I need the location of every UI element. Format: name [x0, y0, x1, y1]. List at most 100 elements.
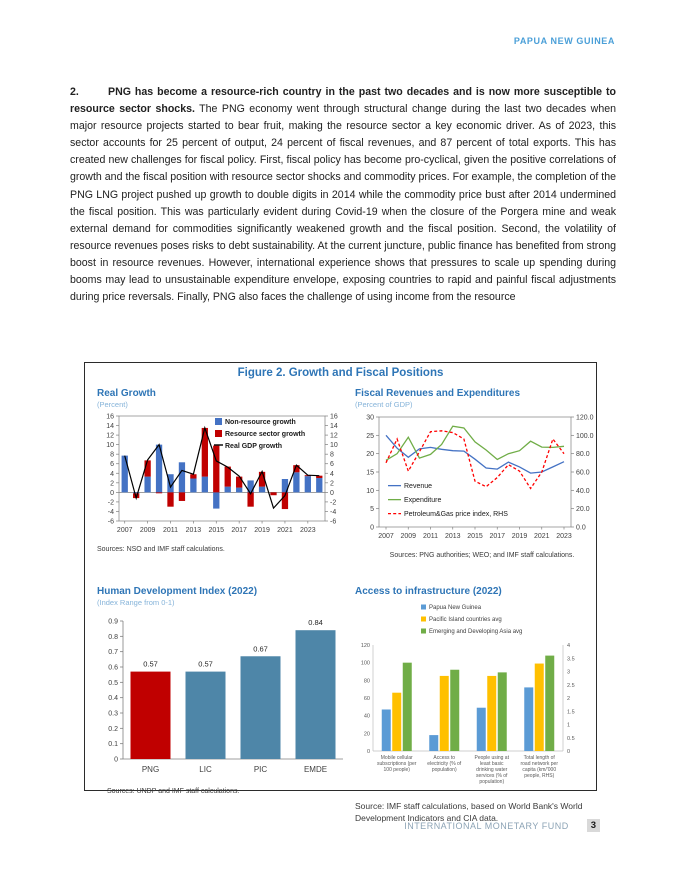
svg-text:0.0: 0.0	[576, 525, 586, 532]
svg-text:2017: 2017	[489, 533, 505, 540]
svg-text:0: 0	[367, 749, 370, 755]
svg-text:2015: 2015	[467, 533, 483, 540]
svg-text:Revenue: Revenue	[404, 483, 432, 490]
body-paragraph: 2. PNG has become a resource-rich country…	[70, 84, 616, 306]
svg-text:0.1: 0.1	[108, 741, 118, 748]
svg-text:6: 6	[110, 461, 114, 468]
svg-text:0.84: 0.84	[308, 618, 323, 627]
svg-text:10: 10	[366, 488, 374, 495]
svg-text:Resource sector growth: Resource sector growth	[225, 431, 305, 438]
svg-text:population): population)	[479, 779, 504, 785]
running-header: PAPUA NEW GUINEA	[513, 36, 615, 46]
svg-text:20: 20	[364, 731, 370, 737]
svg-text:4: 4	[110, 471, 114, 478]
svg-text:0: 0	[330, 490, 334, 497]
svg-text:electricity (% of: electricity (% of	[427, 761, 462, 767]
svg-text:100 people): 100 people)	[384, 767, 411, 773]
svg-text:0.9: 0.9	[108, 619, 118, 626]
svg-text:Expenditure: Expenditure	[404, 497, 441, 504]
svg-text:People using at: People using at	[475, 755, 510, 761]
svg-text:0.2: 0.2	[108, 726, 118, 733]
svg-text:Emerging and Developing Asia a: Emerging and Developing Asia avg	[429, 629, 522, 635]
svg-text:population): population)	[432, 767, 457, 773]
svg-text:20: 20	[366, 451, 374, 458]
svg-text:8: 8	[330, 452, 334, 459]
svg-text:-6: -6	[108, 519, 114, 526]
svg-text:2023: 2023	[300, 527, 316, 534]
svg-text:road network per: road network per	[520, 761, 558, 767]
svg-text:0.8: 0.8	[108, 634, 118, 641]
svg-text:100.0: 100.0	[576, 433, 594, 440]
svg-text:12: 12	[106, 433, 114, 440]
figure-2-panel: Figure 2. Growth and Fiscal Positions Re…	[84, 362, 597, 823]
chart-source: Sources: PNG authorities; WEO; and IMF s…	[389, 552, 575, 559]
svg-text:0.67: 0.67	[253, 644, 268, 653]
page-number: 3	[586, 819, 600, 832]
svg-text:2021: 2021	[277, 527, 293, 534]
svg-text:Petroleum&Gas price index, RHS: Petroleum&Gas price index, RHS	[404, 511, 508, 518]
svg-text:2017: 2017	[231, 527, 247, 534]
svg-text:-4: -4	[108, 509, 114, 516]
chart-title: Access to infrastructure (2022)	[355, 586, 502, 597]
svg-text:2019: 2019	[512, 533, 528, 540]
svg-text:14: 14	[106, 423, 114, 430]
paragraph-body-text: The PNG economy went through structural …	[70, 103, 617, 304]
svg-text:60: 60	[364, 696, 370, 702]
svg-text:people, RHS): people, RHS)	[524, 773, 554, 779]
chart-title: Real Growth	[97, 388, 156, 399]
svg-text:least basic: least basic	[480, 761, 504, 767]
chart-source: Sources: NSO and IMF staff calculations.	[97, 546, 225, 553]
svg-text:2: 2	[110, 480, 114, 487]
svg-text:2007: 2007	[117, 527, 133, 534]
svg-text:2013: 2013	[186, 527, 202, 534]
svg-text:8: 8	[110, 452, 114, 459]
svg-text:Papua New Guinea: Papua New Guinea	[429, 605, 482, 611]
footer-organization: INTERNATIONAL MONETARY FUND	[404, 820, 569, 831]
svg-text:3: 3	[567, 670, 570, 676]
chart-subtitle: (Index Range from 0-1)	[97, 598, 175, 607]
infrastructure-plot: Papua New Guinea Pacific Island countries…	[355, 599, 601, 794]
svg-text:16: 16	[106, 414, 114, 421]
svg-text:EMDE: EMDE	[304, 765, 327, 774]
svg-text:5: 5	[370, 506, 374, 513]
svg-text:-6: -6	[330, 519, 336, 526]
chart-fiscal: Fiscal Revenues and Expenditures (Percen…	[355, 388, 609, 559]
svg-text:1.5: 1.5	[567, 709, 575, 715]
chart-infrastructure: Access to infrastructure (2022) Papua Ne…	[355, 586, 601, 824]
svg-text:30: 30	[366, 415, 374, 422]
svg-text:80.0: 80.0	[576, 451, 590, 458]
svg-text:0: 0	[110, 490, 114, 497]
svg-text:14: 14	[330, 423, 338, 430]
figure-title: Figure 2. Growth and Fiscal Positions	[237, 367, 444, 379]
svg-text:2.5: 2.5	[567, 683, 575, 689]
svg-text:capita (km/'000: capita (km/'000	[522, 767, 556, 773]
svg-text:PIC: PIC	[254, 765, 268, 774]
svg-text:2007: 2007	[378, 533, 394, 540]
svg-text:-2: -2	[330, 499, 336, 506]
svg-text:0.3: 0.3	[108, 711, 118, 718]
svg-text:2013: 2013	[445, 533, 461, 540]
svg-text:-4: -4	[330, 509, 336, 516]
svg-text:0: 0	[370, 525, 374, 532]
svg-text:0.6: 0.6	[108, 665, 118, 672]
svg-text:drinking water: drinking water	[476, 767, 507, 773]
svg-text:2: 2	[330, 480, 334, 487]
svg-text:PNG: PNG	[142, 765, 159, 774]
paragraph-lead-sentence: PNG has become a resource-rich country i…	[70, 86, 616, 116]
fiscal-plot: 0 5 10 15 20 25 30 0.0 20.0 40.0 60.0 80.0 100.0 120.…	[355, 411, 609, 550]
svg-text:LIC: LIC	[199, 765, 212, 774]
svg-text:40: 40	[364, 714, 370, 720]
svg-text:Non-resource growth: Non-resource growth	[225, 419, 296, 426]
chart-subtitle: (Percent of GDP)	[355, 400, 413, 409]
svg-text:120: 120	[361, 643, 370, 649]
svg-text:10: 10	[330, 442, 338, 449]
svg-text:0.57: 0.57	[143, 660, 158, 669]
svg-text:2009: 2009	[400, 533, 416, 540]
svg-text:15: 15	[366, 470, 374, 477]
svg-text:-2: -2	[108, 499, 114, 506]
svg-text:2021: 2021	[534, 533, 550, 540]
hdi-plot: 0 0.1 0.2 0.3 0.4 0.5 0.6 0.7 0.8 0.9 0.57 PNG 0.57 L…	[97, 609, 349, 786]
chart-hdi: Human Development Index (2022) (Index Ra…	[97, 586, 349, 795]
svg-text:0.5: 0.5	[567, 736, 575, 742]
